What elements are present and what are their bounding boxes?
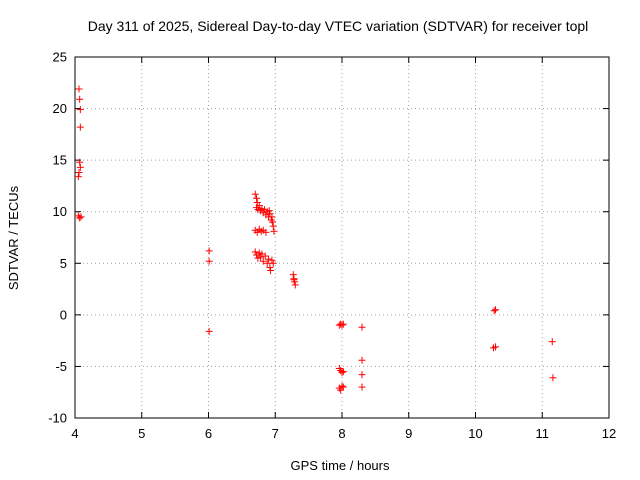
data-points	[74, 85, 557, 394]
x-tick-label: 6	[205, 426, 212, 441]
data-point	[548, 338, 556, 346]
data-point	[339, 383, 347, 391]
data-point	[268, 256, 276, 264]
x-tick-label: 9	[405, 426, 412, 441]
y-tick-label: 25	[53, 50, 67, 65]
data-point	[358, 371, 366, 379]
data-point	[291, 281, 299, 289]
data-point	[205, 327, 213, 335]
data-point	[338, 321, 346, 329]
y-tick-label: 5	[60, 256, 67, 271]
data-point	[358, 323, 366, 331]
data-point	[267, 267, 275, 275]
data-point	[261, 252, 269, 260]
data-point	[76, 158, 84, 166]
data-point	[338, 382, 346, 390]
data-point	[262, 228, 270, 236]
data-point	[76, 123, 84, 131]
x-tick-label: 7	[272, 426, 279, 441]
x-axis-label: GPS time / hours	[291, 458, 390, 473]
data-point	[205, 257, 213, 265]
axis-ticks: 4 5 6 7 8 9 10 11 12 -10 -5 0 5 10 15 20 25	[48, 50, 616, 442]
data-point	[251, 190, 259, 198]
x-tick-label: 5	[138, 426, 145, 441]
data-point	[75, 85, 83, 93]
data-point	[549, 374, 557, 382]
grid	[75, 57, 609, 418]
data-point	[338, 369, 346, 377]
data-point	[490, 307, 498, 315]
y-tick-label: 10	[53, 204, 67, 219]
data-point	[269, 222, 277, 230]
x-tick-label: 11	[536, 426, 550, 441]
data-point	[257, 253, 265, 261]
data-point	[290, 276, 298, 284]
x-tick-label: 12	[602, 426, 616, 441]
data-point	[358, 356, 366, 364]
data-point	[492, 306, 500, 314]
y-tick-label: -5	[55, 359, 67, 374]
data-point	[289, 271, 297, 279]
data-point	[76, 214, 84, 222]
chart-title: Day 311 of 2025, Sidereal Day-to-day VTE…	[88, 18, 589, 34]
data-point	[265, 255, 273, 263]
y-tick-label: 20	[53, 101, 67, 116]
data-point	[492, 343, 500, 351]
data-point	[76, 95, 84, 103]
data-point	[269, 259, 277, 267]
data-point	[259, 257, 267, 265]
y-tick-label: 15	[53, 153, 67, 168]
x-tick-label: 4	[71, 426, 78, 441]
y-axis-label: SDTVAR / TECUs	[6, 185, 21, 290]
data-point	[74, 173, 82, 181]
data-point	[76, 106, 84, 114]
y-tick-label: -10	[48, 411, 67, 426]
data-point	[270, 227, 278, 235]
data-point	[263, 259, 271, 267]
y-tick-label: 0	[60, 307, 67, 322]
data-point	[358, 383, 366, 391]
data-point	[339, 368, 347, 376]
data-point	[339, 320, 347, 328]
x-tick-label: 8	[338, 426, 345, 441]
data-point	[205, 247, 213, 255]
data-point	[269, 218, 277, 226]
data-point	[253, 194, 261, 202]
data-point	[251, 248, 259, 256]
data-point	[77, 213, 85, 221]
data-point	[75, 169, 83, 177]
x-tick-label: 10	[468, 426, 482, 441]
data-point	[266, 263, 274, 271]
data-point	[76, 163, 84, 171]
data-point	[268, 213, 276, 221]
data-point	[265, 207, 273, 215]
